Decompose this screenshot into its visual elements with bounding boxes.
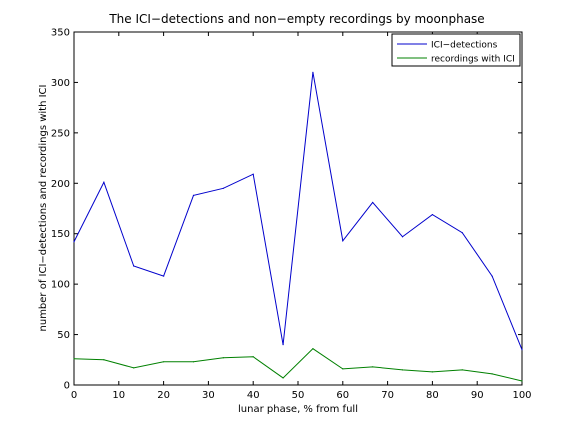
data-point <box>461 232 463 234</box>
legend-label: recordings with ICI <box>431 55 515 65</box>
y-tick-label: 0 <box>64 381 70 392</box>
data-point <box>252 356 254 358</box>
data-point <box>521 349 523 351</box>
x-tick-label: 0 <box>71 390 77 401</box>
y-tick-label: 250 <box>51 128 70 139</box>
data-point <box>342 240 344 242</box>
data-point <box>372 201 374 204</box>
x-tick-label: 100 <box>512 390 531 401</box>
data-point <box>163 361 165 363</box>
x-tick-label: 60 <box>336 390 349 401</box>
data-point <box>372 366 374 368</box>
x-tick-label: 90 <box>471 390 484 401</box>
series-lines <box>73 71 523 382</box>
x-tick-label: 10 <box>112 390 125 401</box>
y-tick-label: 150 <box>51 229 70 240</box>
x-tick-label: 30 <box>202 390 215 401</box>
data-point <box>431 371 433 373</box>
data-point <box>491 275 493 277</box>
x-tick-label: 50 <box>292 390 305 401</box>
data-point <box>133 367 135 369</box>
data-point <box>431 213 433 216</box>
y-tick-label: 50 <box>57 330 70 341</box>
data-point <box>282 344 284 346</box>
y-tick-label: 300 <box>51 78 70 89</box>
data-point <box>222 187 224 189</box>
data-point <box>163 275 165 277</box>
x-tick-label: 80 <box>426 390 439 401</box>
data-point <box>103 181 105 183</box>
series-line-1 <box>73 348 523 382</box>
chart-title: The ICI−detections and non−empty recordi… <box>108 12 484 26</box>
x-tick-label: 20 <box>157 390 170 401</box>
data-point <box>103 359 105 361</box>
legend-label: ICI−detections <box>431 41 498 51</box>
data-point <box>312 71 314 73</box>
x-axis-label: lunar phase, % from full <box>238 404 358 415</box>
y-axis: 0 50 100 150 200 250 300 350 <box>51 28 522 392</box>
y-tick-label: 350 <box>51 28 70 39</box>
data-point <box>401 369 404 371</box>
data-point <box>73 358 75 360</box>
data-point <box>192 194 195 196</box>
series-line-0 <box>73 72 523 350</box>
x-tick-label: 40 <box>247 390 260 401</box>
data-point <box>73 241 75 243</box>
data-point <box>401 236 404 238</box>
data-point <box>461 369 463 371</box>
data-point <box>282 377 284 379</box>
data-point <box>521 380 523 382</box>
legend-box <box>391 33 521 67</box>
data-point <box>222 357 224 359</box>
data-point <box>312 348 314 350</box>
x-tick-label: 70 <box>381 390 394 401</box>
y-axis-label: number of ICI−detections and recordings … <box>38 85 49 332</box>
data-point <box>192 361 195 363</box>
y-tick-label: 200 <box>51 179 70 190</box>
data-point <box>491 373 493 375</box>
data-point <box>133 265 135 267</box>
y-tick-label: 100 <box>51 280 70 291</box>
x-axis: 0 10 20 30 40 50 60 70 80 90 100 <box>71 32 532 401</box>
data-point <box>252 173 254 175</box>
legend: ICI−detections recordings with ICI <box>391 33 521 67</box>
data-point <box>342 368 344 370</box>
